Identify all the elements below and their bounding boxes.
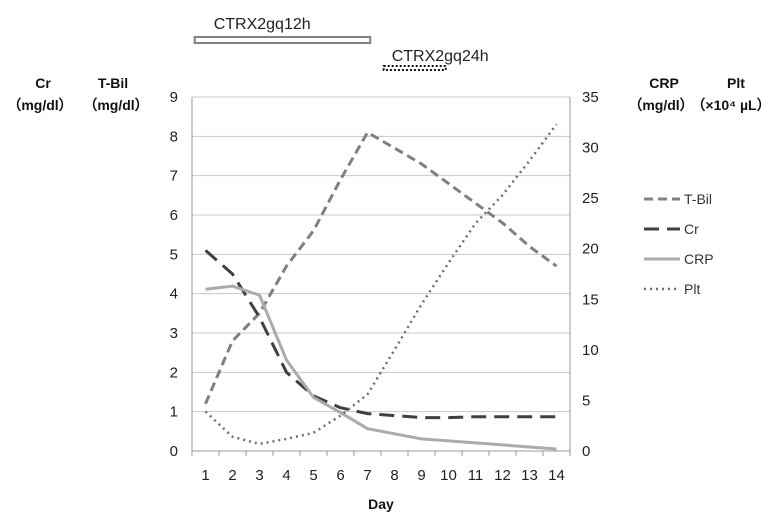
- right-tick-label: 10: [582, 342, 599, 359]
- series-line-plt: [204, 123, 558, 446]
- treatment-label-ctrx-q12h: CTRX2gq12h: [214, 16, 311, 33]
- right-tick-label: 20: [582, 241, 599, 258]
- right-tick-label: 35: [582, 89, 599, 106]
- left-tick-label: 8: [170, 128, 178, 145]
- axis-titles: Cr （mg/dl） T-Bil （mg/dl） CRP （mg/dl） Plt…: [7, 75, 769, 512]
- left-tick-label: 7: [170, 168, 178, 185]
- x-tick-label: 1: [201, 467, 209, 484]
- x-tick-label: 9: [417, 467, 425, 484]
- right-tick-label: 25: [582, 190, 599, 207]
- x-tick-label: 8: [390, 467, 398, 484]
- right-tick-label: 15: [582, 291, 599, 308]
- left-axis-unit-tbil: （mg/dl）: [83, 97, 148, 113]
- x-tick-label: 2: [228, 467, 236, 484]
- x-tick-label: 6: [336, 467, 344, 484]
- left-tick-label: 9: [170, 89, 178, 106]
- series-line-crp: [205, 284, 557, 451]
- series-lines: [204, 123, 558, 451]
- legend-label-crp: CRP: [684, 251, 714, 267]
- left-axis-title-tbil: T-Bil: [98, 75, 128, 91]
- x-tick-label: 12: [494, 467, 511, 484]
- left-axis-title-cr: Cr: [35, 75, 51, 91]
- right-axis-unit-crp: （mg/dl）: [628, 97, 693, 113]
- series-line-t-bil: [204, 130, 558, 405]
- series-line-cr: [204, 249, 557, 420]
- treatment-bar-ctrx-q24h: [382, 65, 447, 71]
- x-tick-label: 14: [548, 467, 565, 484]
- x-tick-label: 4: [282, 467, 290, 484]
- right-axis-title-crp: CRP: [649, 75, 679, 91]
- legend: T-Bil Cr CRP Plt: [644, 191, 714, 297]
- treatment-bar-ctrx-q12h: [193, 36, 372, 44]
- left-axis-unit-cr: （mg/dl）: [7, 97, 72, 113]
- left-tick-label: 5: [170, 246, 178, 263]
- x-tick-label: 11: [468, 467, 484, 484]
- legend-label-cr: Cr: [684, 221, 699, 237]
- x-tick-label: 13: [521, 467, 538, 484]
- x-tick-label: 7: [363, 467, 371, 484]
- right-axis-unit-plt: （×10⁴ µL）: [691, 97, 769, 113]
- left-tick-label: 2: [170, 364, 178, 381]
- legend-label-t-bil: T-Bil: [684, 191, 712, 207]
- right-tick-label: 30: [582, 140, 599, 157]
- annotations: CTRX2gq12h CTRX2gq24h: [193, 16, 489, 71]
- left-tick-label: 1: [170, 404, 178, 421]
- left-tick-label: 6: [170, 207, 178, 224]
- left-tick-label: 0: [170, 443, 178, 460]
- left-tick-label: 4: [170, 286, 178, 303]
- x-tick-label: 10: [440, 467, 457, 484]
- right-tick-label: 0: [582, 443, 590, 460]
- left-tick-label: 3: [170, 325, 178, 342]
- x-axis-title: Day: [368, 496, 394, 512]
- gridlines: [192, 96, 570, 413]
- treatment-label-ctrx-q24h: CTRX2gq24h: [392, 48, 489, 65]
- x-tick-label: 3: [255, 467, 263, 484]
- legend-label-plt: Plt: [684, 281, 700, 297]
- right-axis-title-plt: Plt: [727, 75, 745, 91]
- right-tick-label: 5: [582, 392, 590, 409]
- x-tick-label: 5: [309, 467, 317, 484]
